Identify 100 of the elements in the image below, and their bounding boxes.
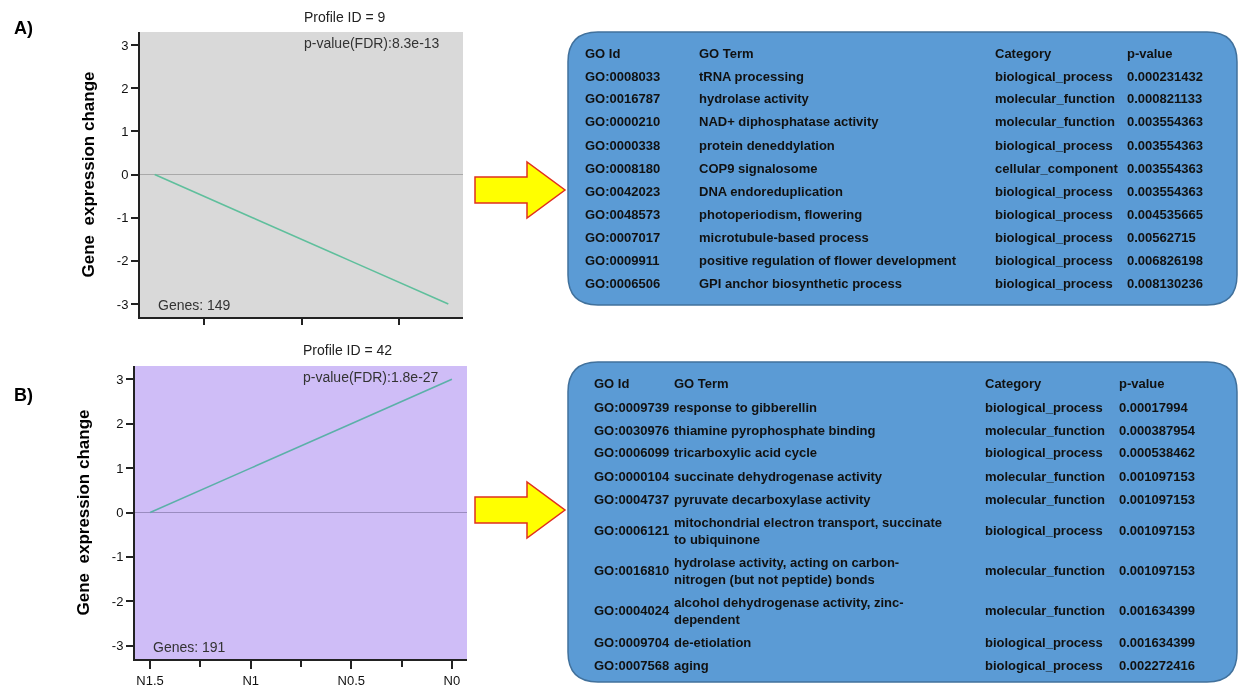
y-tick-label: -1 — [116, 210, 129, 226]
category-label: GO Id — [594, 376, 630, 391]
text: 0.001097153 — [1119, 469, 1195, 484]
text: 0.001634399 — [1119, 603, 1195, 618]
text: GO:0004737 — [594, 492, 670, 507]
text: molecular_function — [985, 492, 1105, 507]
text: 0.006826198 — [1127, 253, 1203, 268]
text: GO:0009739 — [594, 400, 670, 415]
text: biological_process — [995, 138, 1113, 153]
text: de-etiolation — [674, 635, 752, 650]
text: biological_process — [985, 658, 1103, 673]
y-tick-label: 1 — [116, 460, 124, 476]
text: cellular_component — [995, 161, 1119, 176]
text: hydrolase activity — [699, 91, 810, 106]
text: 0.003554363 — [1127, 114, 1203, 129]
category-label: GO Id — [585, 46, 621, 61]
y-tick-label: 3 — [116, 371, 124, 387]
annotation: Genes: 191 — [153, 639, 226, 655]
text: 0.00017994 — [1119, 400, 1189, 415]
y-axis-title: Gene expression change — [73, 409, 93, 616]
text: biological_process — [985, 400, 1103, 415]
text: 0.003554363 — [1127, 184, 1203, 199]
text: GO:0009911 — [585, 253, 660, 268]
text: molecular_function — [985, 603, 1105, 618]
y-tick-label: 1 — [121, 123, 129, 139]
text: GO:0006099 — [594, 445, 670, 460]
y-axis-title: Gene expression change — [78, 71, 98, 278]
x-tick-label: N0 — [443, 672, 461, 688]
text: alcohol dehydrogenase activity, zinc-dependent — [674, 595, 904, 627]
category-label: p-value — [1119, 376, 1165, 391]
text: molecular_function — [985, 469, 1105, 484]
y-tick-label: -3 — [111, 638, 124, 654]
text: biological_process — [995, 276, 1113, 291]
text: 0.003554363 — [1127, 161, 1203, 176]
text: molecular_function — [985, 563, 1105, 578]
text: 0.00562715 — [1127, 230, 1196, 245]
text: protein deneddylation — [699, 138, 835, 153]
text: pyruvate decarboxylase activity — [674, 492, 872, 507]
category-label: p-value — [1127, 46, 1173, 61]
text: 0.008130236 — [1127, 276, 1203, 291]
y-tick-label: 3 — [121, 37, 129, 53]
text: 0.000231432 — [1127, 69, 1203, 84]
text: photoperiodism, flowering — [699, 207, 863, 222]
category-label: Category — [995, 46, 1053, 61]
text: response to gibberellin — [674, 400, 818, 415]
text: microtubule-based process — [699, 230, 869, 245]
y-tick-label: 2 — [116, 416, 124, 432]
text: 0.001097153 — [1119, 492, 1195, 507]
text: biological_process — [985, 523, 1103, 538]
category-label: GO Term — [699, 46, 754, 61]
y-tick-label: -1 — [111, 549, 124, 565]
text: GO:0000210 — [585, 114, 661, 129]
text: hydrolase activity, acting on carbon-nitrogen (but not peptide) bonds — [674, 555, 900, 587]
text: DNA endoreduplication — [699, 184, 844, 199]
text: GO:0009704 — [594, 635, 670, 650]
text: biological_process — [995, 207, 1113, 222]
y-tick-label: -2 — [111, 593, 124, 609]
text: 0.003554363 — [1127, 138, 1203, 153]
text: aging — [674, 658, 709, 673]
text: molecular_function — [995, 91, 1115, 106]
text: 0.000387954 — [1119, 423, 1196, 438]
chart-subtitle: p-value(FDR):1.8e-27 — [303, 369, 439, 385]
category-label: Category — [985, 376, 1043, 391]
text: GO:0008033 — [585, 69, 661, 84]
text: 0.001634399 — [1119, 635, 1195, 650]
text: NAD+ diphosphatase activity — [699, 114, 880, 129]
text: GO:0006121 — [594, 523, 670, 538]
text: COP9 signalosome — [699, 161, 818, 176]
chart-subtitle: p-value(FDR):8.3e-13 — [304, 35, 440, 51]
text: GO:0016810 — [594, 563, 670, 578]
x-tick-label: N0.5 — [337, 672, 366, 688]
text: B) — [14, 385, 33, 405]
text: biological_process — [995, 69, 1113, 84]
chart-title: Profile ID = 9 — [304, 9, 386, 25]
text: thiamine pyrophosphate binding — [674, 423, 876, 438]
text: GO:0016787 — [585, 91, 661, 106]
y-tick-label: -2 — [116, 253, 129, 269]
y-tick-label: 0 — [121, 167, 129, 183]
text: GO:0007017 — [585, 230, 661, 245]
y-tick-label: -3 — [116, 296, 129, 312]
text: 0.001097153 — [1119, 563, 1195, 578]
text: GO:0048573 — [585, 207, 661, 222]
text: positive regulation of flower development — [699, 253, 957, 268]
text: 0.001097153 — [1119, 523, 1195, 538]
text: 0.004535665 — [1127, 207, 1203, 222]
text: biological_process — [985, 635, 1103, 650]
text: succinate dehydrogenase activity — [674, 469, 883, 484]
text: molecular_function — [985, 423, 1105, 438]
text: biological_process — [995, 230, 1113, 245]
text: GO:0004024 — [594, 603, 670, 618]
annotation: Genes: 149 — [158, 297, 231, 313]
text: GO:0000338 — [585, 138, 661, 153]
x-tick-label: N1 — [242, 672, 260, 688]
category-label: GO Term — [674, 376, 729, 391]
y-tick-label: 0 — [116, 505, 124, 521]
text: 0.000538462 — [1119, 445, 1195, 460]
text: GO:0030976 — [594, 423, 670, 438]
y-tick-label: 2 — [121, 80, 129, 96]
text: GO:0007568 — [594, 658, 670, 673]
text: GO:0000104 — [594, 469, 670, 484]
